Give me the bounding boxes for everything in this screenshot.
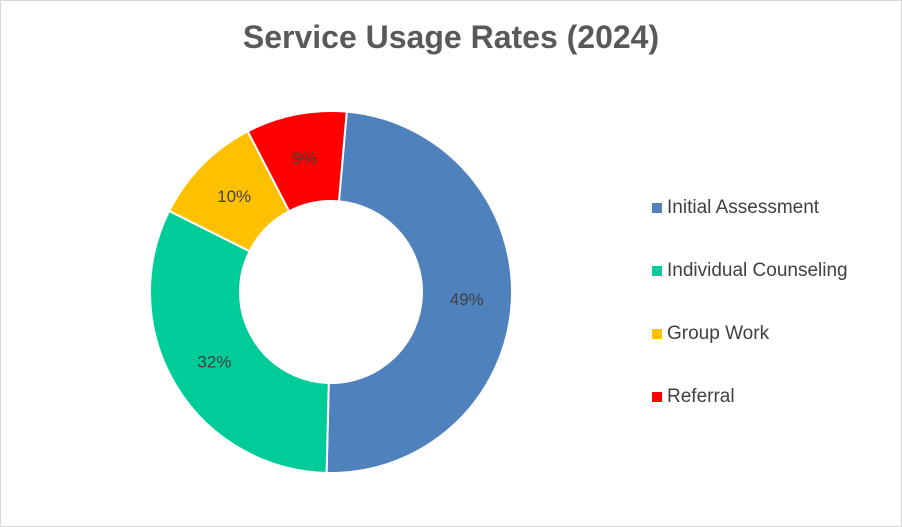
legend-swatch	[652, 203, 662, 213]
data-label-individual-counseling: 32%	[197, 353, 231, 372]
chart-title: Service Usage Rates (2024)	[242, 19, 660, 55]
legend-label: Initial Assessment	[667, 197, 820, 218]
legend-label: Group Work	[667, 323, 770, 344]
legend-item-referral: Referral	[652, 383, 848, 411]
legend-item-initial-assessment: Initial Assessment	[652, 194, 848, 222]
legend-item-individual-counseling: Individual Counseling	[652, 257, 848, 285]
legend-item-group-work: Group Work	[652, 320, 848, 348]
data-label-referral: 9%	[292, 149, 317, 168]
slice-initial-assessment	[325, 110, 513, 474]
legend-swatch	[652, 392, 662, 402]
slice-individual-counseling	[149, 209, 330, 474]
legend-label: Individual Counseling	[667, 260, 848, 281]
legend-swatch	[652, 329, 662, 339]
legend-label: Referral	[667, 386, 735, 407]
donut-slices	[149, 110, 513, 474]
data-label-initial-assessment: 49%	[450, 290, 484, 309]
data-label-group-work: 10%	[217, 187, 251, 206]
chart-legend: Initial Assessment Individual Counseling G…	[652, 194, 848, 446]
legend-swatch	[652, 266, 662, 276]
slice-referral	[246, 110, 348, 213]
donut-labels: 49% 32% 10% 9%	[197, 149, 483, 371]
